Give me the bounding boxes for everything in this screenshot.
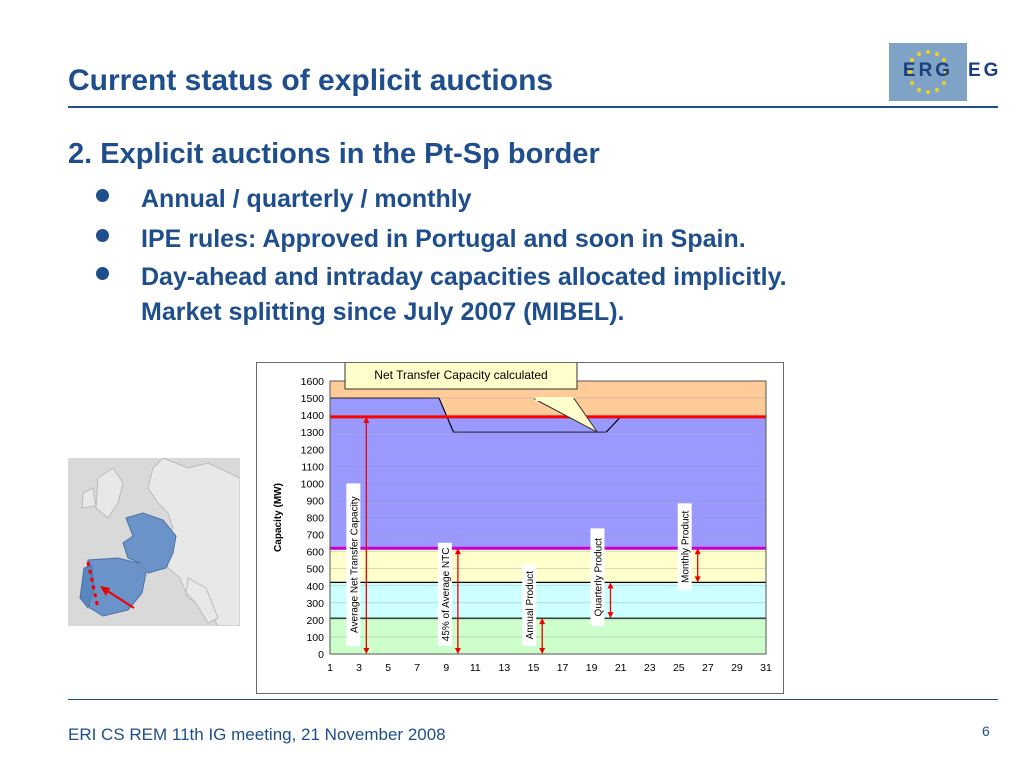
- arrow-head: [607, 612, 614, 619]
- arrow-head: [363, 648, 370, 654]
- y-tick-label: 1300: [301, 427, 325, 439]
- annotation-label: 45% of Average NTC: [441, 548, 452, 642]
- callout-box: [344, 360, 578, 390]
- arrow-head: [363, 416, 370, 423]
- y-tick-label: 700: [306, 530, 324, 542]
- x-tick-label: 19: [586, 662, 598, 674]
- ergeg-logo: ERG: [889, 43, 967, 101]
- annotation-label-bg: [437, 542, 452, 646]
- y-tick-label: 1500: [301, 393, 325, 405]
- bullet-text: Day-ahead and intraday capacities alloca…: [141, 263, 787, 291]
- annotation-label: Annual Product: [525, 571, 536, 640]
- bullet-icon: [96, 229, 109, 242]
- section-heading: 2. Explicit auctions in the Pt-Sp border: [68, 138, 600, 170]
- annotation-label-bg: [522, 564, 537, 646]
- bullet-icon: [96, 267, 109, 280]
- y-tick-label: 200: [306, 615, 324, 627]
- capacity-chart: 0 100 200 300 400 500 600 700 800 900 1000 1100 1200…: [273, 360, 772, 674]
- capacity-chart-frame: 0 100 200 300 400 500 600 700 800 900 1000 1100 1200…: [256, 360, 784, 694]
- annotation-label: Monthly Product: [681, 510, 692, 582]
- x-tick-label: 25: [673, 662, 685, 674]
- arrow-head: [694, 548, 701, 555]
- annotation-label: Quarterly Product: [593, 538, 604, 617]
- y-tick-label: 900: [306, 495, 324, 507]
- capacity-band: [330, 618, 766, 654]
- x-tick-label: 9: [443, 662, 449, 674]
- x-tick-label: 29: [731, 662, 743, 674]
- x-tick-label: 1: [327, 662, 333, 674]
- arrow-head: [539, 618, 546, 625]
- y-tick-label: 1600: [301, 376, 325, 388]
- x-tick-label: 23: [644, 662, 656, 674]
- y-tick-label: 1100: [301, 461, 324, 473]
- footer-divider: [68, 699, 998, 700]
- x-tick-label: 13: [499, 662, 511, 674]
- x-tick-label: 31: [760, 662, 772, 674]
- x-tick-label: 17: [557, 662, 569, 674]
- footer-text: ERI CS REM 11th IG meeting, 21 November …: [68, 725, 446, 744]
- ntc-area: [330, 398, 766, 549]
- annotation-label: Average Net Transfer Capacity: [349, 496, 360, 633]
- arrow-head: [454, 648, 461, 654]
- capacity-band: [330, 582, 766, 619]
- x-tick-label: 11: [470, 662, 481, 674]
- logo-text: ERG: [902, 60, 954, 81]
- x-tick-label: 5: [385, 662, 391, 674]
- logo-text-tail: EG: [968, 60, 1002, 81]
- y-tick-label: 0: [318, 649, 324, 661]
- title-divider: [68, 106, 998, 108]
- y-tick-label: 1200: [301, 444, 325, 456]
- arrow-head: [607, 582, 614, 589]
- bullet-text: Market splitting since July 2007 (MIBEL)…: [141, 298, 625, 326]
- x-tick-label: 3: [356, 662, 362, 674]
- annotation-label-bg: [346, 483, 361, 646]
- y-axis-label: Capacity (MW): [273, 483, 284, 552]
- arrow-head: [539, 648, 546, 654]
- x-tick-label: 21: [615, 662, 627, 674]
- annotation-label-bg: [677, 503, 692, 591]
- x-tick-label: 15: [528, 662, 540, 674]
- bullet-text: Annual / quarterly / monthly: [141, 185, 472, 213]
- annotation-label-bg: [590, 528, 605, 627]
- y-tick-label: 100: [306, 632, 324, 644]
- y-tick-label: 1000: [301, 478, 325, 490]
- y-tick-label: 800: [306, 513, 324, 525]
- y-tick-label: 1400: [301, 410, 325, 422]
- bullet-icon: [96, 189, 109, 202]
- y-tick-label: 300: [306, 598, 324, 610]
- bullet-text: IPE rules: Approved in Portugal and soon…: [141, 225, 746, 253]
- arrow-head: [454, 548, 461, 555]
- eu-stars-icon: [908, 50, 948, 94]
- y-tick-label: 400: [306, 581, 324, 593]
- y-tick-label: 600: [306, 547, 324, 559]
- callout-text: Net Transfer Capacity calculated: [374, 368, 547, 382]
- europe-map: [68, 458, 240, 626]
- x-tick-label: 7: [414, 662, 420, 674]
- arrow-head: [694, 576, 701, 583]
- callout-joint: [535, 397, 574, 401]
- capacity-band: [330, 548, 766, 583]
- x-tick-label: 27: [702, 662, 714, 674]
- slide-title: Current status of explicit auctions: [68, 64, 554, 97]
- page-number: 6: [982, 723, 990, 739]
- y-tick-label: 500: [306, 564, 324, 576]
